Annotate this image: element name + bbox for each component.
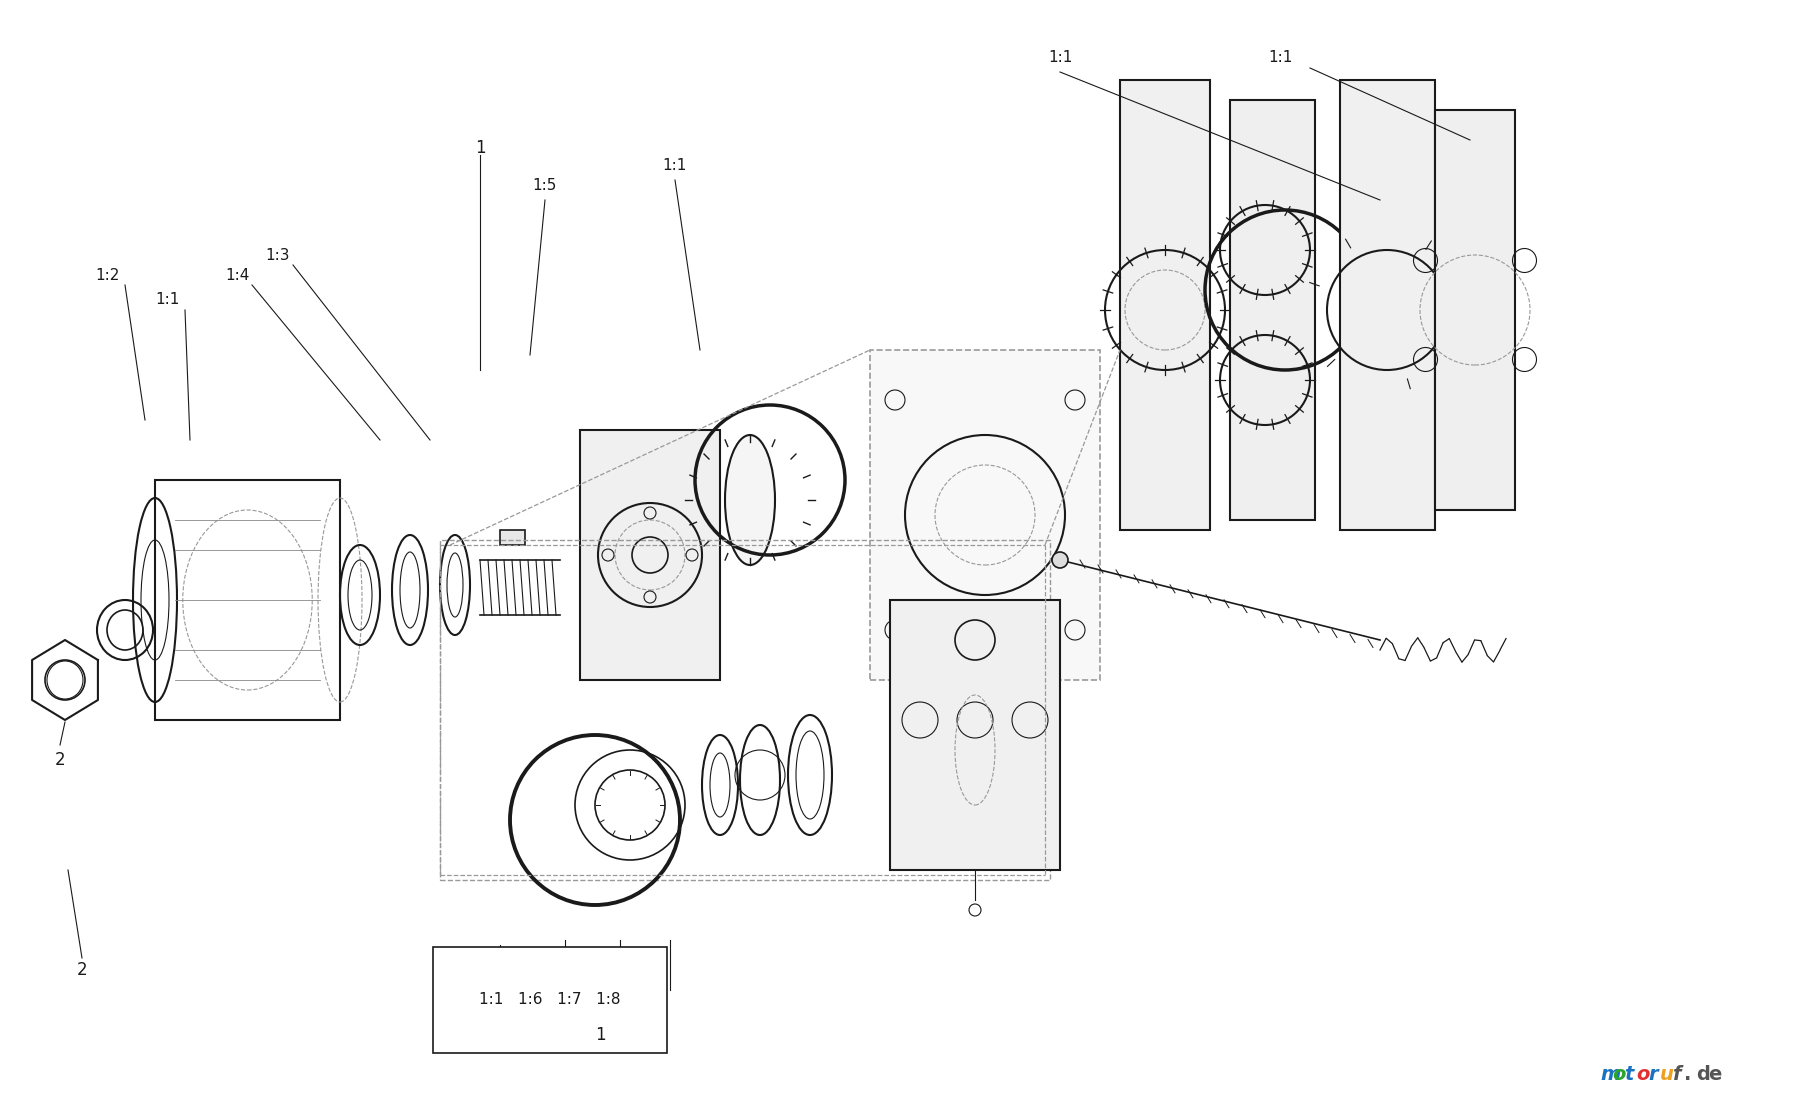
Text: 1:2: 1:2 — [95, 268, 119, 283]
Bar — [580, 430, 720, 680]
Text: t: t — [1624, 1065, 1633, 1085]
Text: o: o — [1613, 1065, 1625, 1085]
Ellipse shape — [725, 436, 776, 565]
Text: 1: 1 — [594, 1026, 605, 1044]
Text: 1: 1 — [475, 139, 486, 157]
Text: 1:1: 1:1 — [1267, 50, 1292, 66]
Text: d: d — [1696, 1065, 1710, 1085]
Bar — [1120, 80, 1210, 530]
Text: f: f — [1672, 1065, 1681, 1085]
Bar — [1229, 100, 1316, 520]
Text: 1:1: 1:1 — [1048, 50, 1073, 66]
Text: m: m — [1600, 1065, 1620, 1085]
Bar — [439, 540, 1049, 880]
Text: 2: 2 — [54, 751, 65, 769]
Circle shape — [1051, 552, 1067, 568]
Bar — [1339, 80, 1435, 530]
Text: r: r — [1649, 1065, 1658, 1085]
Text: u: u — [1660, 1065, 1674, 1085]
Bar — [155, 480, 340, 720]
Text: 1:5: 1:5 — [533, 178, 558, 192]
Text: .: . — [1685, 1065, 1692, 1085]
Bar — [1435, 110, 1516, 510]
Text: 1:4: 1:4 — [225, 268, 250, 283]
Text: 1:1: 1:1 — [662, 158, 688, 172]
Text: 1:1   1:6   1:7   1:8: 1:1 1:6 1:7 1:8 — [479, 993, 621, 1007]
Bar — [869, 350, 1100, 680]
Text: 1:1: 1:1 — [155, 293, 180, 307]
Text: 1:3: 1:3 — [265, 248, 290, 262]
Text: e: e — [1708, 1065, 1721, 1085]
Text: o: o — [1636, 1065, 1649, 1085]
Bar — [500, 530, 526, 545]
Text: 2: 2 — [77, 961, 88, 979]
Bar — [889, 600, 1060, 870]
